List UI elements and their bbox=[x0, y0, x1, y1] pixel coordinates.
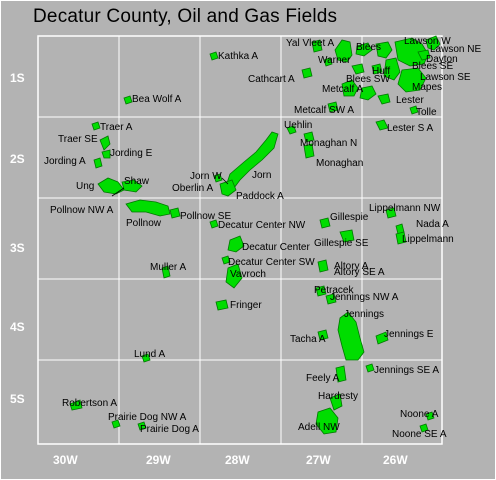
field-label: Pollnow SE bbox=[180, 211, 231, 222]
leader-lines bbox=[111, 177, 229, 197]
field-label: Uehlin bbox=[284, 120, 312, 131]
field-label: Jennings bbox=[344, 309, 384, 320]
field-label: Prairie Dog A bbox=[140, 424, 199, 435]
field-label: Jennings E bbox=[384, 329, 434, 340]
field-label: Dayton bbox=[426, 54, 458, 65]
field-label: Feely A bbox=[306, 373, 340, 384]
map-title: Decatur County, Oil and Gas Fields bbox=[33, 6, 338, 27]
field-label: Noone A bbox=[400, 409, 439, 420]
field-label: Tacha A bbox=[290, 334, 326, 345]
field-label: Gillespie bbox=[330, 212, 369, 223]
field-label: Nada A bbox=[416, 219, 449, 230]
field-label: Kathka A bbox=[218, 51, 258, 62]
field-label: Shaw bbox=[124, 176, 150, 187]
field-label: Blees SW bbox=[346, 74, 390, 85]
field-label: Mapes bbox=[412, 82, 442, 93]
field-label: Ung bbox=[76, 181, 94, 192]
field-label: Jennings NW A bbox=[330, 292, 399, 303]
township-label: 2S bbox=[10, 152, 25, 166]
range-label: 29W bbox=[146, 453, 171, 467]
field-label: Decatur Center SW bbox=[228, 257, 315, 268]
field-label: Pollnow bbox=[126, 218, 162, 229]
field-label: Oberlin A bbox=[172, 183, 213, 194]
township-labels: 1S 2S 3S 4S 5S bbox=[10, 71, 25, 406]
field-label: Altory SE A bbox=[334, 267, 385, 278]
field-label: Cathcart A bbox=[248, 74, 295, 85]
field-label: Prairie Dog NW A bbox=[108, 412, 187, 423]
range-labels: 30W 29W 28W 27W 26W bbox=[53, 453, 408, 467]
field-label: Robertson A bbox=[62, 398, 117, 409]
field-label: Jennings SE A bbox=[374, 365, 439, 376]
field-label: Vavroch bbox=[230, 269, 266, 280]
range-label: 26W bbox=[383, 453, 408, 467]
field-label: Jorn W bbox=[190, 171, 222, 182]
township-label: 3S bbox=[10, 241, 25, 255]
field-label: Hardesty bbox=[318, 391, 358, 402]
field-label: Metcalf A bbox=[322, 84, 363, 95]
field-label: Lawson NE bbox=[430, 44, 481, 55]
field-label: Lawson W bbox=[404, 36, 451, 47]
field-areas bbox=[69, 35, 441, 435]
range-label: 30W bbox=[53, 453, 78, 467]
field-label: Petracek bbox=[314, 285, 354, 296]
field-label: Lund A bbox=[134, 349, 165, 360]
field-label: Traer A bbox=[100, 122, 133, 133]
field-label: Lawson SE bbox=[420, 72, 471, 83]
field-label: Monaghan N bbox=[300, 138, 357, 149]
township-label: 1S bbox=[10, 71, 25, 85]
range-label: 27W bbox=[306, 453, 331, 467]
field-label: Warner bbox=[318, 55, 351, 66]
township-label: 5S bbox=[10, 392, 25, 406]
field-label: Altory A bbox=[334, 261, 369, 272]
field-label: Huff bbox=[372, 66, 390, 77]
field-label: Bea Wolf A bbox=[132, 94, 182, 105]
field-label: Lippelmann NW bbox=[369, 203, 441, 214]
field-label: Blees bbox=[356, 42, 381, 53]
field-label: Lippelmann bbox=[402, 234, 454, 245]
field-label: Jording E bbox=[110, 148, 153, 159]
field-label: Decatur Center NW bbox=[218, 220, 306, 231]
field-label: Adell NW bbox=[298, 422, 340, 433]
field-label: Monaghan bbox=[316, 158, 363, 169]
field-label: Lester bbox=[396, 95, 424, 106]
field-label: Tolle bbox=[416, 107, 437, 118]
county-boundary bbox=[37, 35, 443, 445]
field-label: Metcalf SW A bbox=[294, 105, 354, 116]
field-label: Paddock A bbox=[236, 191, 284, 202]
field-label: Noone SE A bbox=[392, 429, 447, 440]
field-label: Jorn bbox=[252, 170, 271, 181]
field-label: Lester S A bbox=[387, 123, 433, 134]
field-label: Pollnow NW A bbox=[50, 205, 114, 216]
field-label: Decatur Center bbox=[242, 242, 310, 253]
field-label: Gillespie SE bbox=[314, 238, 369, 249]
field-labels: Lawson W Lawson NE Yal Vleet A Blees Kat… bbox=[44, 36, 481, 440]
township-label: 4S bbox=[10, 320, 25, 334]
field-label: Muller A bbox=[150, 262, 186, 273]
field-label: Blees SE bbox=[412, 61, 453, 72]
range-label: 28W bbox=[225, 453, 250, 467]
field-label: Traer SE bbox=[58, 134, 98, 145]
field-label: Fringer bbox=[230, 300, 262, 311]
field-label: Jording A bbox=[44, 156, 86, 167]
field-label: Yal Vleet A bbox=[286, 38, 335, 49]
